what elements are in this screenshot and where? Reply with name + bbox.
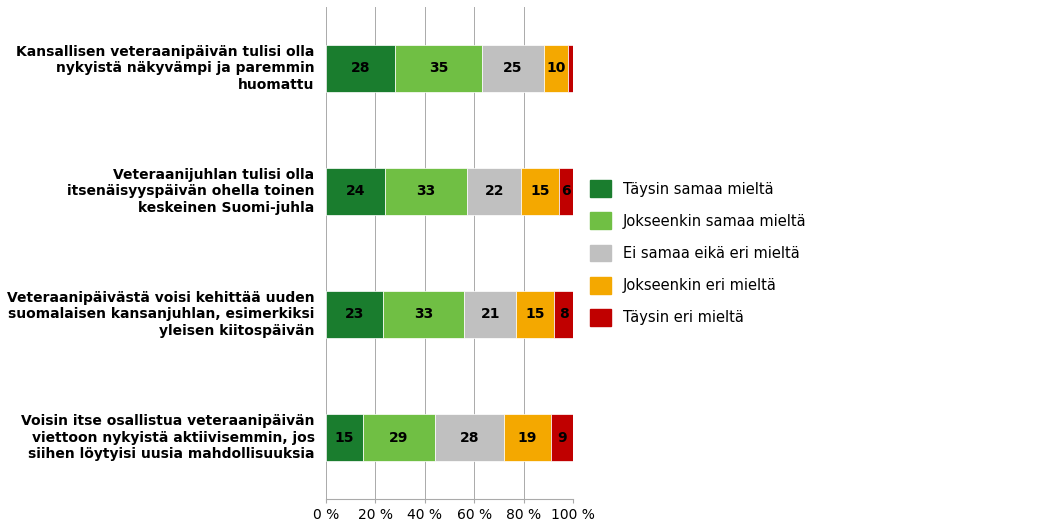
Text: 28: 28 (459, 431, 479, 444)
Text: 9: 9 (558, 431, 567, 444)
Bar (395, 45, 482, 92)
Text: 19: 19 (517, 431, 537, 444)
Bar (559, 168, 574, 215)
Bar (325, 168, 385, 215)
Text: 23: 23 (345, 307, 364, 322)
Bar (482, 45, 543, 92)
Text: 24: 24 (346, 185, 365, 198)
Bar (516, 291, 554, 338)
Text: 6: 6 (561, 185, 570, 198)
Text: 28: 28 (350, 61, 370, 76)
Bar (385, 168, 467, 215)
Bar (568, 45, 574, 92)
Bar (554, 291, 574, 338)
Text: 21: 21 (481, 307, 500, 322)
Bar (543, 45, 568, 92)
Text: 10: 10 (547, 61, 566, 76)
Legend: Täysin samaa mieltä, Jokseenkin samaa mieltä, Ei samaa eikä eri mieltä, Jokseenk: Täysin samaa mieltä, Jokseenkin samaa mi… (583, 173, 814, 333)
Bar (522, 168, 559, 215)
Text: 15: 15 (526, 307, 544, 322)
Bar (551, 414, 574, 461)
Text: 33: 33 (417, 185, 435, 198)
Text: 29: 29 (389, 431, 408, 444)
Text: 22: 22 (484, 185, 504, 198)
Text: 25: 25 (503, 61, 523, 76)
Text: 15: 15 (335, 431, 354, 444)
Bar (363, 414, 434, 461)
Bar (434, 414, 504, 461)
Bar (467, 168, 522, 215)
Bar (504, 414, 551, 461)
Text: 35: 35 (429, 61, 448, 76)
Bar (382, 291, 464, 338)
Text: 33: 33 (414, 307, 433, 322)
Bar (325, 291, 382, 338)
Text: 8: 8 (559, 307, 568, 322)
Bar (325, 45, 395, 92)
Bar (464, 291, 516, 338)
Text: 15: 15 (530, 185, 550, 198)
Bar (325, 414, 363, 461)
